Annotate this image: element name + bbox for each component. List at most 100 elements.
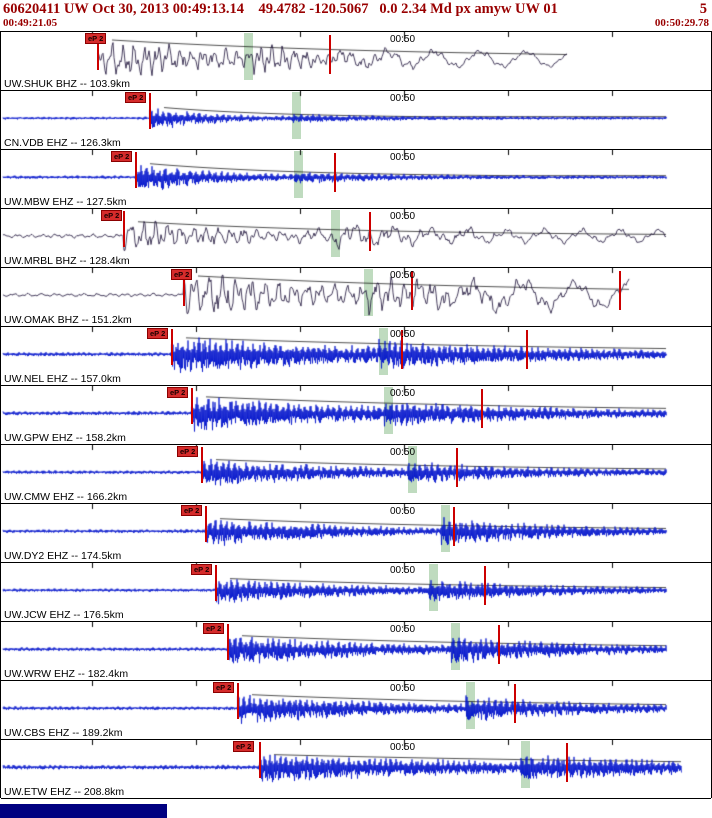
p-pick-flag[interactable]: eP 2 — [181, 505, 203, 516]
trace-panel: eP 2 00:50 UW.ETW EHZ -- 208.8km — [1, 740, 711, 799]
p-pick-line[interactable] — [171, 329, 173, 365]
p-pick-flag[interactable]: eP 2 — [147, 328, 169, 339]
p-pick-flag[interactable]: eP 2 — [171, 269, 193, 280]
station-label: CN.VDB EHZ -- 126.3km — [4, 137, 121, 149]
trace-panel: eP 2 00:50 CN.VDB EHZ -- 126.3km — [1, 91, 711, 150]
p-pick-label: eP 2 — [104, 211, 120, 220]
p-pick-flag[interactable]: eP 2 — [191, 564, 213, 575]
p-pick-label: eP 2 — [206, 624, 222, 633]
p-pick-label: eP 2 — [180, 447, 196, 456]
p-pick-flag[interactable]: eP 2 — [125, 92, 147, 103]
p-pick-flag[interactable]: eP 2 — [101, 210, 123, 221]
page-number: 5 — [699, 1, 707, 17]
s-pick-line[interactable] — [401, 330, 403, 369]
waveform-canvas[interactable] — [1, 681, 711, 739]
s-pick-line[interactable] — [369, 212, 371, 251]
event-summary: 60620411 UW Oct 30, 2013 00:49:13.14 49.… — [3, 1, 558, 17]
s-pick-line[interactable] — [481, 389, 483, 428]
p-pick-label: eP 2 — [216, 683, 232, 692]
trace-stack: eP 2 00:50 UW.SHUK BHZ -- 103.9km eP 2 0… — [0, 31, 712, 799]
status-bar — [0, 804, 167, 818]
p-pick-line[interactable] — [201, 447, 203, 483]
p-pick-label: eP 2 — [236, 742, 252, 751]
s-pick-line[interactable] — [514, 684, 516, 723]
p-pick-label: eP 2 — [150, 329, 166, 338]
station-label: UW.OMAK BHZ -- 151.2km — [4, 314, 132, 326]
waveform-canvas[interactable] — [1, 327, 711, 385]
window-end-time: 00:50:29.78 — [654, 17, 709, 29]
p-pick-line[interactable] — [215, 565, 217, 601]
trace-panel: eP 2 00:50 UW.SHUK BHZ -- 103.9km — [1, 32, 711, 91]
minute-time-label: 00:50 — [390, 742, 416, 753]
p-pick-line[interactable] — [237, 683, 239, 719]
minute-time-label: 00:50 — [390, 506, 416, 517]
trace-panel: eP 2 00:50 UW.GPW EHZ -- 158.2km — [1, 386, 711, 445]
p-pick-flag[interactable]: eP 2 — [177, 446, 199, 457]
p-pick-line[interactable] — [259, 742, 261, 778]
p-pick-label: eP 2 — [114, 152, 130, 161]
s-pick-line[interactable] — [619, 271, 621, 310]
p-pick-line[interactable] — [205, 506, 207, 542]
station-label: UW.SHUK BHZ -- 103.9km — [4, 78, 131, 90]
p-pick-flag[interactable]: eP 2 — [167, 387, 189, 398]
s-pick-line[interactable] — [498, 625, 500, 664]
s-pick-line[interactable] — [329, 35, 331, 74]
station-label: UW.MBW EHZ -- 127.5km — [4, 196, 127, 208]
minute-time-label: 00:50 — [390, 388, 416, 399]
station-label: UW.WRW EHZ -- 182.4km — [4, 668, 129, 680]
p-pick-line[interactable] — [135, 152, 137, 188]
trace-panel: eP 2 00:50 UW.WRW EHZ -- 182.4km — [1, 622, 711, 681]
station-label: UW.JCW EHZ -- 176.5km — [4, 609, 124, 621]
trace-panel: eP 2 00:50 UW.MBW EHZ -- 127.5km — [1, 150, 711, 209]
waveform-canvas[interactable] — [1, 740, 711, 798]
s-pick-line[interactable] — [334, 153, 336, 192]
waveform-canvas[interactable] — [1, 32, 711, 90]
trace-panel: eP 2 00:50 UW.MRBL BHZ -- 128.4km — [1, 209, 711, 268]
waveform-canvas[interactable] — [1, 91, 711, 149]
p-pick-flag[interactable]: eP 2 — [111, 151, 133, 162]
p-pick-line[interactable] — [149, 93, 151, 129]
s-pick-line[interactable] — [456, 448, 458, 487]
p-pick-line[interactable] — [97, 34, 99, 70]
minute-time-label: 00:50 — [390, 624, 416, 635]
waveform-canvas[interactable] — [1, 563, 711, 621]
waveform-canvas[interactable] — [1, 622, 711, 680]
p-pick-line[interactable] — [227, 624, 229, 660]
s-pick-line[interactable] — [566, 743, 568, 782]
minute-time-label: 00:50 — [390, 683, 416, 694]
p-pick-line[interactable] — [191, 388, 193, 424]
window-start-time: 00:49:21.05 — [3, 17, 58, 29]
p-pick-label: eP 2 — [174, 270, 190, 279]
station-label: UW.NEL EHZ -- 157.0km — [4, 373, 121, 385]
minute-time-label: 00:50 — [390, 34, 416, 45]
time-window-bar: 00:49:21.05 00:50:29.78 — [0, 17, 712, 31]
s-pick-line[interactable] — [411, 271, 413, 310]
p-pick-line[interactable] — [123, 211, 125, 247]
trace-panel: eP 2 00:50 UW.OMAK BHZ -- 151.2km — [1, 268, 711, 327]
s-pick-line[interactable] — [484, 566, 486, 605]
minute-time-label: 00:50 — [390, 329, 416, 340]
trace-panel: eP 2 00:50 UW.NEL EHZ -- 157.0km — [1, 327, 711, 386]
p-pick-flag[interactable]: eP 2 — [85, 33, 107, 44]
p-pick-label: eP 2 — [128, 93, 144, 102]
s-pick-line[interactable] — [453, 507, 455, 546]
p-pick-label: eP 2 — [184, 506, 200, 515]
waveform-canvas[interactable] — [1, 386, 711, 444]
minute-time-label: 00:50 — [390, 447, 416, 458]
p-pick-label: eP 2 — [170, 388, 186, 397]
p-pick-flag[interactable]: eP 2 — [233, 741, 255, 752]
station-label: UW.ETW EHZ -- 208.8km — [4, 786, 125, 798]
minute-time-label: 00:50 — [390, 152, 416, 163]
p-pick-label: eP 2 — [194, 565, 210, 574]
p-pick-line[interactable] — [183, 270, 185, 306]
minute-time-label: 00:50 — [390, 211, 416, 222]
waveform-canvas[interactable] — [1, 504, 711, 562]
minute-time-label: 00:50 — [390, 270, 416, 281]
p-pick-flag[interactable]: eP 2 — [203, 623, 225, 634]
p-pick-flag[interactable]: eP 2 — [213, 682, 235, 693]
waveform-canvas[interactable] — [1, 445, 711, 503]
waveform-canvas[interactable] — [1, 268, 711, 326]
station-label: UW.MRBL BHZ -- 128.4km — [4, 255, 130, 267]
s-pick-line[interactable] — [526, 330, 528, 369]
